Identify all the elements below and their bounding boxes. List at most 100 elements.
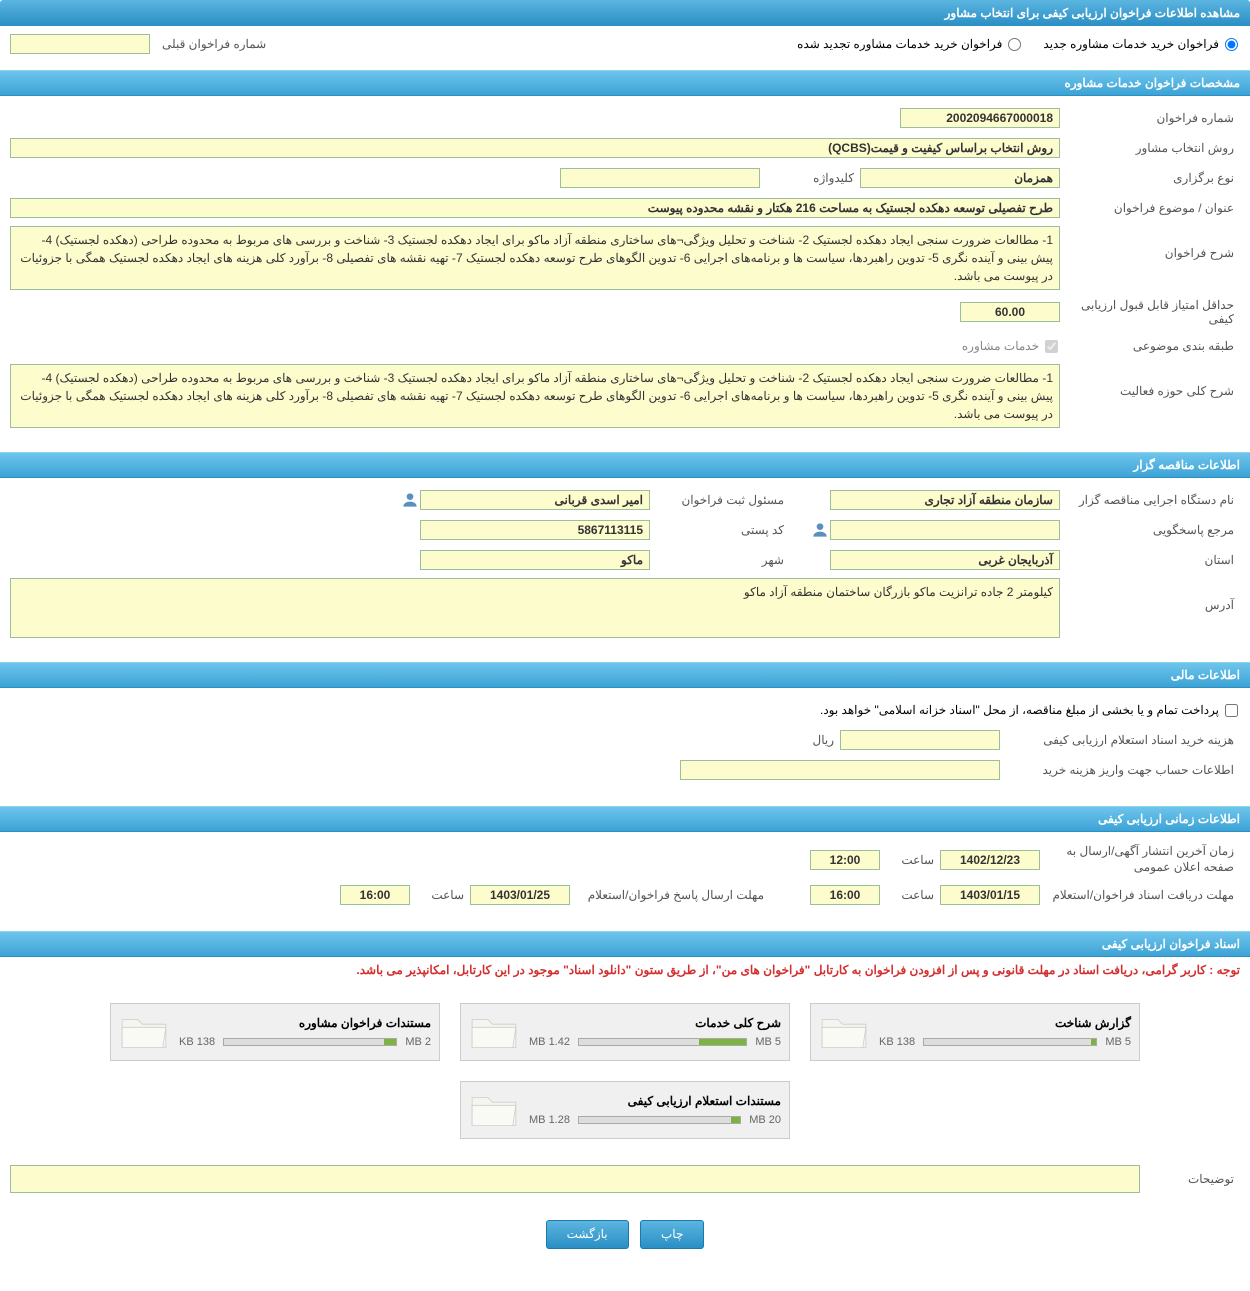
file-box[interactable]: مستندات فراخوان مشاوره2 MB138 KB <box>110 1003 440 1061</box>
file-max: 2 MB <box>405 1036 431 1048</box>
category-checkbox-label: خدمات مشاوره <box>962 339 1039 353</box>
radio-renewed-label: فراخوان خرید خدمات مشاوره تجدید شده <box>797 37 1002 51</box>
treasury-note: پرداخت تمام و یا بخشی از مبلغ مناقصه، از… <box>820 703 1223 717</box>
desc-label: شرح فراخوان <box>1060 226 1240 262</box>
time-label-1: ساعت <box>880 851 940 869</box>
contact-label: مرجع پاسخگویی <box>1060 521 1240 539</box>
remarks-label: توضیحات <box>1140 1170 1240 1188</box>
account-label: اطلاعات حساب جهت واریز هزینه خرید <box>1000 761 1240 779</box>
print-button[interactable]: چاپ <box>640 1220 704 1249</box>
min-score-value: 60.00 <box>960 302 1060 322</box>
subject-value: طرح تفصیلی توسعه دهکده لجستیک به مساحت 2… <box>10 198 1060 218</box>
file-title: مستندات فراخوان مشاوره <box>179 1016 431 1030</box>
call-type-row: فراخوان خرید خدمات مشاوره جدید فراخوان خ… <box>0 26 1250 62</box>
folder-icon <box>469 1012 519 1052</box>
time-label-3: ساعت <box>410 886 470 904</box>
files-grid: گزارش شناخت5 MB138 KB شرح کلی خدمات 5 MB 1.… <box>0 983 1250 1159</box>
receive-label: مهلت دریافت اسناد فراخوان/استعلام <box>1040 886 1240 904</box>
section-financial-content: پرداخت تمام و یا بخشی از مبلغ مناقصه، از… <box>0 688 1250 798</box>
treasury-checkbox[interactable] <box>1225 704 1238 717</box>
radio-renewed[interactable] <box>1008 38 1021 51</box>
file-size: 138 KB <box>879 1036 915 1048</box>
method-label: روش انتخاب مشاور <box>1060 139 1240 157</box>
section-time-content: زمان آخرین انتشار آگهی/ارسال به صفحه اعل… <box>0 832 1250 923</box>
folder-icon <box>469 1090 519 1130</box>
file-title: گزارش شناخت <box>879 1016 1131 1030</box>
city-value: ماکو <box>420 550 650 570</box>
file-meter-bar <box>578 1116 741 1124</box>
publish-label: زمان آخرین انتشار آگهی/ارسال به صفحه اعل… <box>1040 842 1240 877</box>
file-box[interactable]: شرح کلی خدمات 5 MB 1.42 MB <box>460 1003 790 1061</box>
file-max: 20 MB <box>749 1114 781 1126</box>
receive-time: 16:00 <box>810 885 880 905</box>
province-value: آذربایجان غربی <box>830 550 1060 570</box>
address-label: آدرس <box>1060 578 1240 614</box>
file-meter-bar <box>578 1038 747 1046</box>
folder-icon <box>119 1012 169 1052</box>
file-box[interactable]: مستندات استعلام ارزیابی کیفی20 MB1.28 MB <box>460 1081 790 1139</box>
file-meter-bar <box>223 1038 397 1046</box>
radio-new[interactable] <box>1225 38 1238 51</box>
radio-renewed-group: فراخوان خرید خدمات مشاوره تجدید شده <box>797 37 1023 51</box>
type-value: همزمان <box>860 168 1060 188</box>
section-financial-title: اطلاعات مالی <box>0 662 1250 688</box>
min-score-label: حداقل امتیاز قابل قبول ارزیابی کیفی <box>1060 296 1240 328</box>
publish-time: 12:00 <box>810 850 880 870</box>
time-label-2: ساعت <box>880 886 940 904</box>
section-specs-content: شماره فراخوان 2002094667000018 روش انتخا… <box>0 96 1250 444</box>
page-container: مشاهده اطلاعات فراخوان ارزیابی کیفی برای… <box>0 0 1250 1264</box>
page-title-bar: مشاهده اطلاعات فراخوان ارزیابی کیفی برای… <box>0 0 1250 26</box>
button-row: چاپ بازگشت <box>0 1205 1250 1264</box>
doc-cost-label: هزینه خرید اسناد استعلام ارزیابی کیفی <box>1000 731 1240 749</box>
page-title: مشاهده اطلاعات فراخوان ارزیابی کیفی برای… <box>945 6 1240 20</box>
folder-icon <box>819 1012 869 1052</box>
contact-value <box>830 520 1060 540</box>
file-title: شرح کلی خدمات <box>529 1016 781 1030</box>
desc-value: 1- مطالعات ضرورت سنجی ایجاد دهکده لجستیک… <box>10 226 1060 290</box>
file-size: 1.42 MB <box>529 1036 570 1048</box>
section-docs-title: اسناد فراخوان ارزیابی کیفی <box>0 931 1250 957</box>
remarks-value <box>10 1165 1140 1193</box>
reg-resp-value: امیر اسدی قربانی <box>420 490 650 510</box>
docs-notice: توجه : کاربر گرامی، دریافت اسناد در مهلت… <box>0 957 1250 983</box>
file-max: 5 MB <box>755 1036 781 1048</box>
province-label: استان <box>1060 551 1240 569</box>
postal-value: 5867113115 <box>420 520 650 540</box>
activity-value: 1- مطالعات ضرورت سنجی ایجاد دهکده لجستیک… <box>10 364 1060 428</box>
subject-label: عنوان / موضوع فراخوان <box>1060 199 1240 217</box>
org-value: سازمان منطقه آزاد تجاری <box>830 490 1060 510</box>
account-value <box>680 760 1000 780</box>
file-title: مستندات استعلام ارزیابی کیفی <box>529 1094 781 1108</box>
file-box[interactable]: گزارش شناخت5 MB138 KB <box>810 1003 1140 1061</box>
reg-resp-label: مسئول ثبت فراخوان <box>650 491 790 509</box>
doc-cost-value <box>840 730 1000 750</box>
category-checkbox <box>1045 340 1058 353</box>
postal-label: کد پستی <box>650 521 790 539</box>
keyword-label: کلیدواژه <box>760 169 860 187</box>
user-icon-2 <box>810 520 830 540</box>
section-org-title: اطلاعات مناقصه گزار <box>0 452 1250 478</box>
address-value: کیلومتر 2 جاده ترانزیت ماکو بازرگان ساخت… <box>10 578 1060 638</box>
submit-date: 1403/01/25 <box>470 885 570 905</box>
prev-number-label: شماره فراخوان قبلی <box>156 35 272 53</box>
call-number-value: 2002094667000018 <box>900 108 1060 128</box>
org-label: نام دستگاه اجرایی مناقصه گزار <box>1060 491 1240 509</box>
category-label: طبقه بندی موضوعی <box>1060 337 1240 355</box>
radio-new-group: فراخوان خرید خدمات مشاوره جدید <box>1043 37 1240 51</box>
currency-label: ریال <box>806 733 840 747</box>
section-org-content: نام دستگاه اجرایی مناقصه گزار سازمان منط… <box>0 478 1250 654</box>
section-specs-title: مشخصات فراخوان خدمات مشاوره <box>0 70 1250 96</box>
radio-new-label: فراخوان خرید خدمات مشاوره جدید <box>1043 37 1219 51</box>
submit-time: 16:00 <box>340 885 410 905</box>
section-docs-content: توجه : کاربر گرامی، دریافت اسناد در مهلت… <box>0 957 1250 1199</box>
keyword-value <box>560 168 760 188</box>
receive-date: 1403/01/15 <box>940 885 1040 905</box>
publish-date: 1402/12/23 <box>940 850 1040 870</box>
method-value: روش انتخاب براساس کیفیت و قیمت(QCBS) <box>10 138 1060 158</box>
file-meter-bar <box>923 1038 1097 1046</box>
section-time-title: اطلاعات زمانی ارزیابی کیفی <box>0 806 1250 832</box>
call-number-label: شماره فراخوان <box>1060 109 1240 127</box>
prev-number-value <box>10 34 150 54</box>
user-icon <box>400 490 420 510</box>
back-button[interactable]: بازگشت <box>546 1220 629 1249</box>
